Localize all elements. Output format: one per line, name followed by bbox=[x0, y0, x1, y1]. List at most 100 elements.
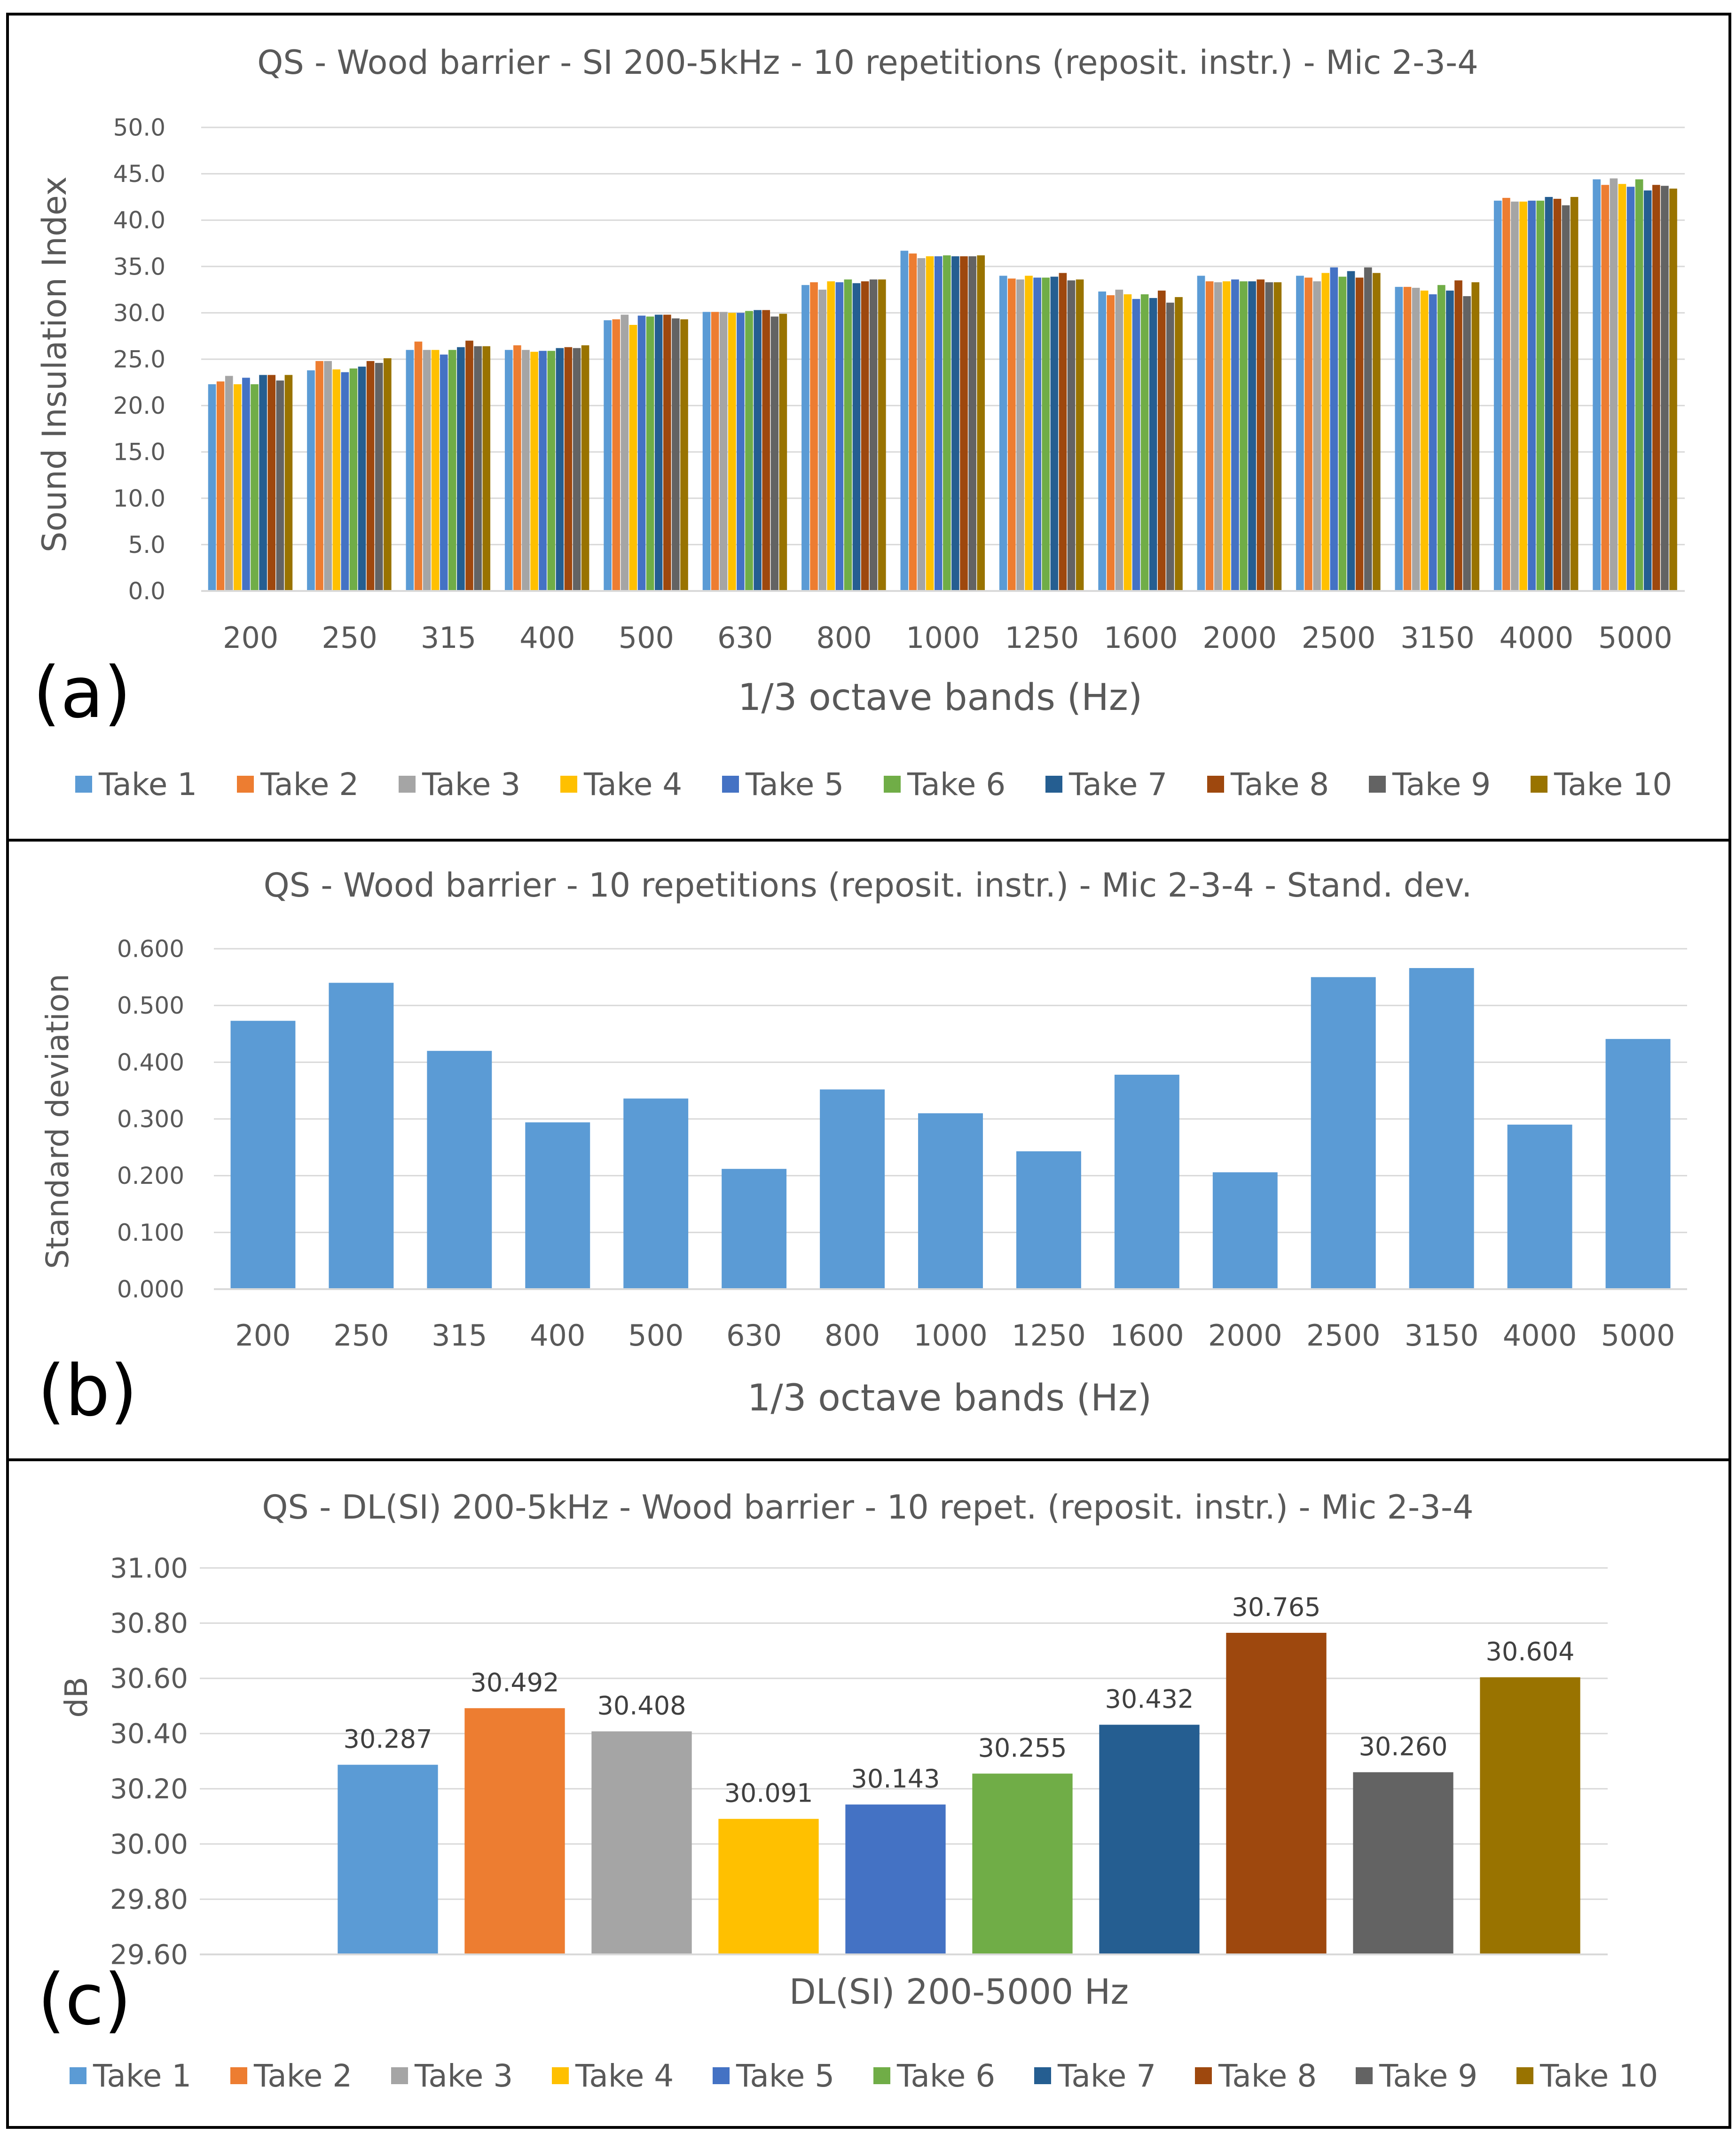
x-tick-label: 315 bbox=[432, 1318, 487, 1353]
data-label: 30.604 bbox=[1486, 1637, 1575, 1667]
bar bbox=[972, 1773, 1073, 1954]
bar bbox=[719, 312, 728, 591]
y-tick-label: 30.00 bbox=[110, 1828, 188, 1860]
bar bbox=[718, 1819, 819, 1954]
panel-letter: (c) bbox=[38, 1959, 132, 2041]
bar bbox=[1132, 299, 1140, 591]
bar bbox=[375, 362, 383, 591]
value-labels: 30.287 30.492 30.408 30.091 30.143 30.255 30.4… bbox=[344, 1592, 1575, 1808]
data-label: 30.255 bbox=[978, 1733, 1067, 1763]
bar bbox=[539, 351, 547, 591]
data-label: 30.432 bbox=[1105, 1684, 1194, 1714]
bar bbox=[251, 384, 259, 591]
bar bbox=[315, 361, 323, 591]
bar bbox=[448, 350, 456, 591]
bar bbox=[1502, 197, 1510, 591]
y-tick-label: 31.00 bbox=[110, 1552, 188, 1584]
y-tick-label: 0.400 bbox=[117, 1049, 184, 1076]
bar bbox=[414, 341, 423, 591]
bar bbox=[943, 255, 951, 591]
y-tick-label: 29.80 bbox=[110, 1883, 188, 1915]
legend: Take 1 Take 2 Take 3 Take 4 Take 5 Take 6 Take… bbox=[75, 766, 1672, 803]
bar bbox=[474, 346, 482, 591]
y-axis-label: dB bbox=[58, 1677, 94, 1717]
bar bbox=[1296, 276, 1304, 591]
bar bbox=[951, 256, 959, 591]
legend-swatch bbox=[1195, 2067, 1212, 2084]
x-tick-label: 400 bbox=[530, 1318, 585, 1353]
legend-label: Take 7 bbox=[1068, 766, 1167, 803]
x-ticks: 200 250 315 400 500 630 800 1000 1250 1600 2000 250… bbox=[235, 1318, 1675, 1353]
bar bbox=[1042, 277, 1050, 591]
bar bbox=[654, 315, 663, 591]
x-tick-label: 4000 bbox=[1503, 1318, 1577, 1353]
bar bbox=[1511, 201, 1519, 591]
bar bbox=[1205, 281, 1214, 591]
bar bbox=[522, 350, 530, 591]
bar bbox=[1107, 295, 1115, 591]
bar bbox=[835, 282, 844, 591]
legend-swatch bbox=[552, 2067, 569, 2084]
bar bbox=[431, 350, 440, 591]
bar bbox=[621, 315, 629, 591]
bar bbox=[406, 350, 414, 591]
bar bbox=[1412, 288, 1420, 591]
y-tick-label: 35.0 bbox=[113, 253, 165, 280]
bar bbox=[1372, 273, 1381, 591]
x-tick-label: 500 bbox=[619, 621, 674, 655]
bar bbox=[324, 361, 332, 591]
legend-label: Take 5 bbox=[745, 766, 844, 803]
y-tick-label: 0.300 bbox=[117, 1106, 184, 1133]
legend-label: Take 8 bbox=[1218, 2058, 1317, 2094]
y-tick-label: 30.40 bbox=[110, 1718, 188, 1750]
bar bbox=[230, 1021, 296, 1289]
bar bbox=[591, 1731, 692, 1954]
bar bbox=[737, 313, 745, 591]
bar bbox=[225, 376, 233, 591]
y-tick-label: 29.60 bbox=[110, 1938, 188, 1970]
bar bbox=[1605, 1039, 1671, 1289]
y-tick-label: 25.0 bbox=[113, 346, 165, 373]
bar bbox=[1618, 184, 1626, 591]
bar bbox=[1353, 1772, 1453, 1954]
legend-label: Take 1 bbox=[93, 2058, 191, 2094]
bar bbox=[1157, 291, 1166, 591]
bar bbox=[845, 1804, 946, 1954]
legend-label: Take 4 bbox=[575, 2058, 674, 2094]
panel-letter: (a) bbox=[33, 652, 131, 734]
bar bbox=[1050, 276, 1059, 591]
bar bbox=[427, 1051, 492, 1289]
x-tick-label: 400 bbox=[519, 621, 575, 655]
x-tick-label: 250 bbox=[322, 621, 377, 655]
bar bbox=[1438, 285, 1445, 591]
x-tick-label: 1250 bbox=[1005, 621, 1079, 655]
bar bbox=[1570, 197, 1579, 591]
x-tick-label: 1000 bbox=[906, 621, 980, 655]
x-tick-label: 630 bbox=[726, 1318, 782, 1353]
bar bbox=[1098, 291, 1106, 591]
data-label: 30.143 bbox=[851, 1764, 940, 1794]
bar bbox=[216, 381, 225, 591]
bar bbox=[284, 375, 293, 591]
bar bbox=[1099, 1725, 1200, 1954]
bar bbox=[934, 256, 943, 591]
data-label: 30.765 bbox=[1232, 1592, 1321, 1622]
data-label: 30.260 bbox=[1359, 1732, 1448, 1761]
legend-swatch bbox=[391, 2067, 408, 2084]
bar bbox=[1330, 267, 1338, 591]
bar bbox=[672, 318, 680, 591]
bar bbox=[242, 378, 250, 591]
x-tick-label: 2000 bbox=[1208, 1318, 1282, 1353]
bar bbox=[1669, 189, 1677, 591]
legend-label: Take 10 bbox=[1540, 2058, 1658, 2094]
bar bbox=[1273, 282, 1282, 591]
legend-label: Take 9 bbox=[1379, 2058, 1477, 2094]
bar bbox=[208, 384, 216, 591]
bar bbox=[1016, 1151, 1081, 1289]
legend-label: Take 5 bbox=[736, 2058, 834, 2094]
legend-label: Take 3 bbox=[414, 2058, 513, 2094]
x-tick-label: 630 bbox=[717, 621, 773, 655]
bar bbox=[702, 312, 711, 591]
y-tick-label: 0.100 bbox=[117, 1219, 184, 1246]
legend-label: Take 1 bbox=[98, 766, 197, 803]
